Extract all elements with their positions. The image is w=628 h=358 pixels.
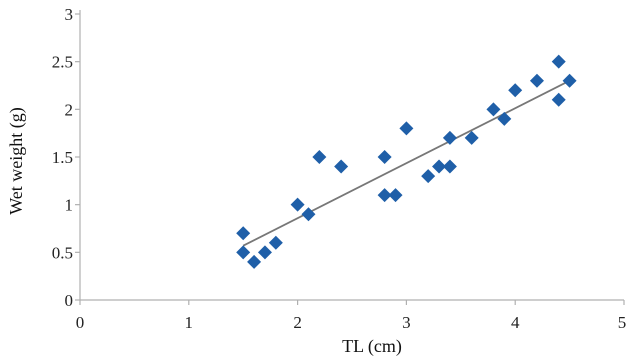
data-point <box>377 150 392 164</box>
data-point <box>421 169 436 184</box>
data-point <box>562 73 577 88</box>
y-tick-label: 2 <box>65 100 74 119</box>
y-tick-label: 2.5 <box>52 53 73 72</box>
x-tick-label: 3 <box>402 313 411 332</box>
x-tick-label: 0 <box>76 313 85 332</box>
y-tick-label: 3 <box>65 5 74 24</box>
x-tick-label: 1 <box>185 313 194 332</box>
x-axis-ticks: 0 1 2 3 4 5 <box>76 300 627 332</box>
data-point <box>257 245 272 260</box>
x-tick-label: 2 <box>293 313 302 332</box>
data-point <box>497 111 512 126</box>
y-tick-label: 1 <box>65 196 74 215</box>
data-point <box>236 245 251 260</box>
data-point <box>247 254 262 269</box>
axes <box>79 10 624 301</box>
trendline <box>242 79 571 247</box>
data-point <box>551 54 566 69</box>
data-point <box>529 73 544 88</box>
data-point <box>551 92 566 107</box>
y-axis-title: Wet weight (g) <box>6 107 27 215</box>
x-tick-label: 5 <box>618 313 627 332</box>
data-point <box>290 197 305 212</box>
y-tick-label: 0.5 <box>52 243 73 262</box>
data-point <box>268 235 283 250</box>
data-point <box>432 159 447 174</box>
data-points <box>236 54 577 269</box>
data-point <box>301 207 316 222</box>
data-point <box>464 130 479 145</box>
data-point <box>388 188 403 203</box>
data-point <box>508 83 523 98</box>
y-axis-ticks: 0 0.5 1 1.5 2 2.5 3 <box>52 5 80 310</box>
y-tick-label: 1.5 <box>52 148 73 167</box>
x-tick-label: 4 <box>511 313 520 332</box>
data-point <box>312 150 327 164</box>
data-point <box>486 102 501 117</box>
data-point <box>399 121 414 136</box>
data-point <box>442 130 457 145</box>
x-axis-title: TL (cm) <box>342 336 402 357</box>
data-point <box>334 159 349 174</box>
y-tick-label: 0 <box>65 291 74 310</box>
data-point <box>442 159 457 174</box>
data-point <box>377 188 392 203</box>
data-point <box>236 226 251 241</box>
